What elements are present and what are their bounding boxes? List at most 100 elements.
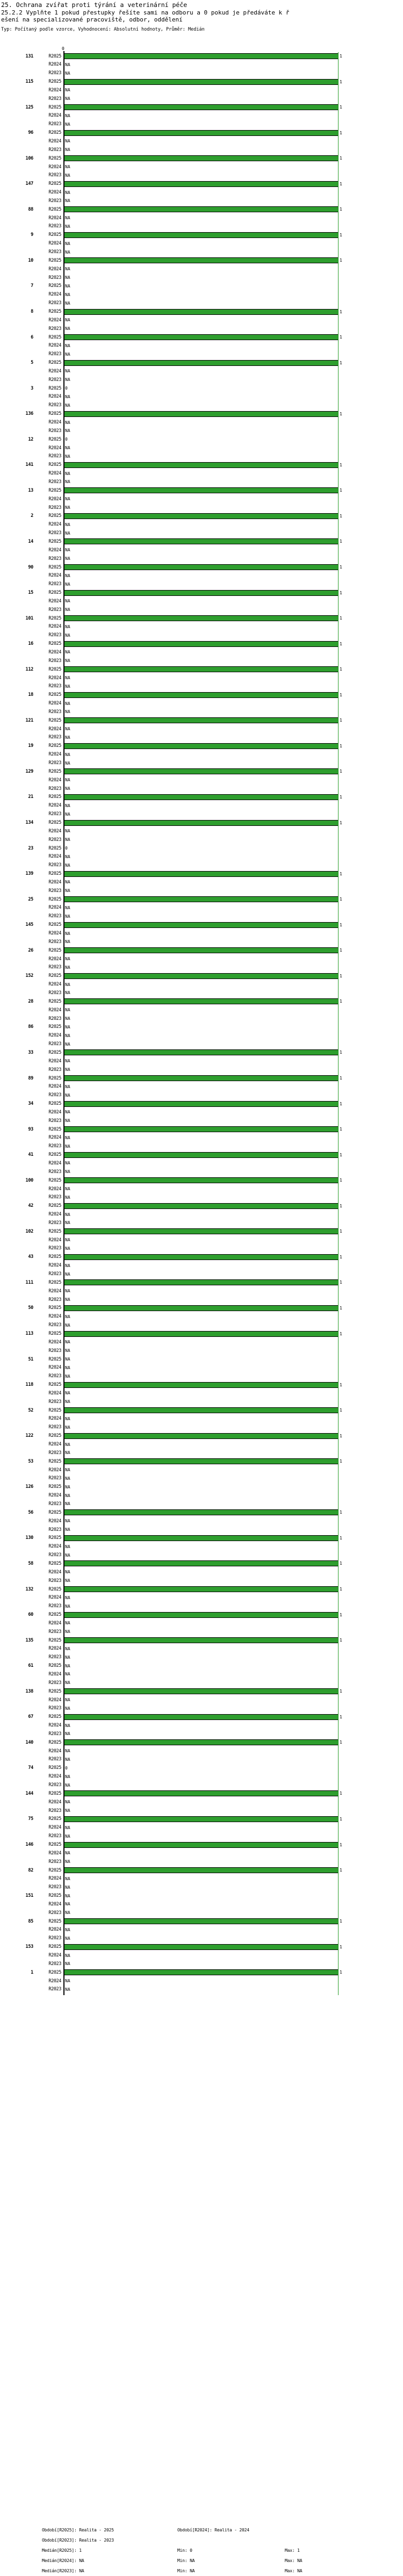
series-label-r2024: R2024 — [48, 1697, 61, 1703]
value-bar — [64, 947, 338, 954]
axis-zero-label: 0 — [62, 46, 64, 51]
bar-row: R2025 1 — [0, 972, 403, 981]
bar-group: 134 R2025 1 R2024 NA R2023 NA — [0, 819, 403, 845]
bar-group: 86 R2025 NA R2024 NA R2023 NA — [0, 1023, 403, 1049]
na-value: NA — [65, 1910, 70, 1916]
bar-row: R2025 1 — [0, 1815, 403, 1824]
bar-row: R2023 NA — [0, 1551, 403, 1560]
group-id-label: 33 — [28, 1049, 33, 1055]
series-label-r2024: R2024 — [48, 1339, 61, 1345]
chart-subtitle-line1: 25.2.2 Vyplňte 1 pokud přestupky řešíte … — [1, 9, 290, 16]
value-bar — [64, 334, 338, 341]
value-bar — [64, 1841, 338, 1848]
value-bar — [64, 768, 338, 775]
bar-group: 152 R2025 1 R2024 NA R2023 NA — [0, 972, 403, 998]
bar-value-label: 1 — [340, 1561, 342, 1566]
series-label-r2023: R2023 — [48, 1859, 61, 1865]
series-label-r2024: R2024 — [48, 241, 61, 247]
na-value: NA — [65, 1357, 70, 1362]
series-label-r2023: R2023 — [48, 862, 61, 868]
bar-row: R2024 NA — [0, 1134, 403, 1142]
series-label-r2023: R2023 — [48, 632, 61, 638]
na-value: NA — [65, 1595, 70, 1600]
bar-row: R2023 NA — [0, 1091, 403, 1100]
series-label-r2023: R2023 — [48, 581, 61, 587]
group-id-label: 16 — [28, 641, 33, 647]
group-id-label: 42 — [28, 1203, 33, 1209]
series-label-r2025: R2025 — [48, 1663, 61, 1669]
value-bar — [64, 1100, 338, 1107]
group-id-label: 112 — [25, 666, 34, 672]
series-label-r2024: R2024 — [48, 1109, 61, 1115]
series-label-r2025: R2025 — [48, 692, 61, 698]
bar-row: R2025 1 — [0, 997, 403, 1006]
bar-value-label: 1 — [340, 794, 342, 800]
series-label-r2023: R2023 — [48, 1833, 61, 1839]
na-value: NA — [65, 139, 70, 144]
bar-row: R2025 0 — [0, 384, 403, 393]
bar-row: R2024 NA — [0, 1798, 403, 1807]
value-bar — [64, 692, 338, 698]
na-value: NA — [65, 1672, 70, 1677]
series-label-r2024: R2024 — [48, 1518, 61, 1524]
bar-value-label: 1 — [340, 1382, 342, 1387]
bar-group: 135 R2025 1 R2024 NA R2023 NA — [0, 1636, 403, 1662]
bar-row: R2024 NA — [0, 648, 403, 657]
bar-row: R2025 1 — [0, 1125, 403, 1134]
bar-row: R2023 NA — [0, 146, 403, 154]
value-bar — [64, 1203, 338, 1209]
series-label-r2024: R2024 — [48, 701, 61, 707]
bar-row: R2023 NA — [0, 529, 403, 538]
bar-row: R2023 NA — [0, 1526, 403, 1534]
bar-value-label: 1 — [340, 411, 342, 416]
bar-row: R2023 NA — [0, 1704, 403, 1713]
bar-row: R2024 NA — [0, 1747, 403, 1755]
na-value: NA — [65, 701, 70, 706]
series-label-r2024: R2024 — [48, 445, 61, 451]
value-bar — [64, 1918, 338, 1925]
bar-row: R2025 1 — [0, 1917, 403, 1926]
bar-value-label: 1 — [340, 1050, 342, 1055]
series-label-r2024: R2024 — [48, 573, 61, 579]
bar-row: R2025 1 — [0, 410, 403, 419]
plot-area: 0 131 R2025 1 R2024 NA R2023 NA 115 R2025 1 R2024 N… — [0, 46, 403, 2518]
group-id-label: 145 — [25, 922, 34, 928]
bar-group: 9 R2025 1 R2024 NA R2023 NA — [0, 231, 403, 257]
na-value: NA — [65, 471, 70, 476]
series-label-r2025: R2025 — [48, 462, 61, 468]
bar-value-label: 1 — [340, 1816, 342, 1822]
na-value: NA — [65, 1859, 70, 1865]
series-label-r2025: R2025 — [48, 1560, 61, 1566]
group-id-label: 132 — [25, 1586, 34, 1592]
group-id-label: 6 — [31, 334, 33, 340]
bar-row: R2024 NA — [0, 240, 403, 248]
series-label-r2025: R2025 — [48, 1305, 61, 1311]
legend-min-2024: Min: NA — [177, 2558, 195, 2563]
chart-title: 25. Ochrana zvířat proti týrání a veteri… — [1, 1, 188, 9]
series-label-r2023: R2023 — [48, 1731, 61, 1737]
value-bar — [64, 1739, 338, 1746]
zero-value: 0 — [65, 437, 68, 442]
na-value: NA — [65, 837, 70, 843]
na-value: NA — [65, 70, 70, 76]
bar-group: 5 R2025 1 R2024 NA R2023 NA — [0, 359, 403, 385]
bar-value-label: 1 — [340, 1714, 342, 1719]
bar-value-label: 1 — [340, 513, 342, 519]
bar-value-label: 1 — [340, 871, 342, 876]
na-value: NA — [65, 96, 70, 102]
series-label-r2025: R2025 — [48, 411, 61, 417]
group-id-label: 144 — [25, 1790, 34, 1796]
series-label-r2023: R2023 — [48, 1399, 61, 1405]
bar-value-label: 1 — [340, 1280, 342, 1285]
series-label-r2024: R2024 — [48, 1314, 61, 1320]
bar-value-label: 1 — [340, 616, 342, 621]
bar-row: R2025 NA — [0, 1355, 403, 1364]
bar-row: R2025 1 — [0, 691, 403, 700]
series-label-r2023: R2023 — [48, 683, 61, 689]
series-label-r2023: R2023 — [48, 913, 61, 919]
bar-value-label: 1 — [340, 1101, 342, 1106]
series-label-r2023: R2023 — [48, 1143, 61, 1149]
series-label-r2023: R2023 — [48, 1016, 61, 1021]
series-label-r2025: R2025 — [48, 1228, 61, 1234]
na-value: NA — [65, 1424, 70, 1430]
